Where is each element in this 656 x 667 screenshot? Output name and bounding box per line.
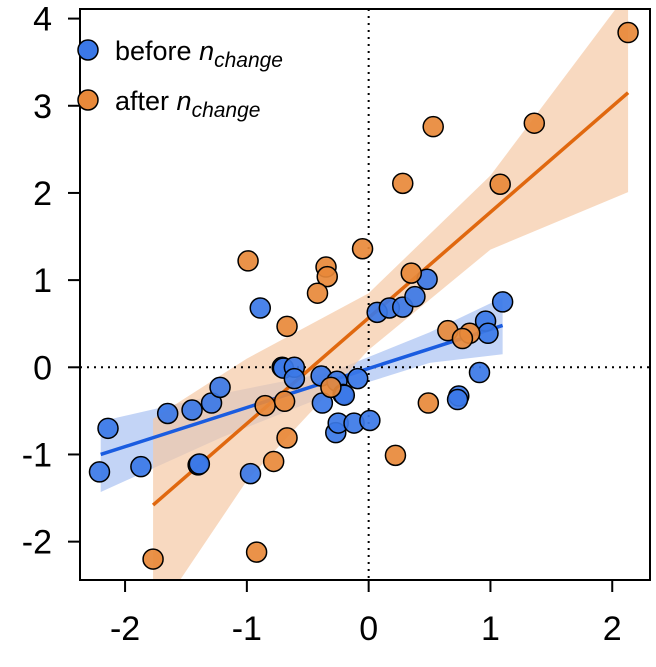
data-point <box>249 297 272 319</box>
data-point <box>254 394 276 417</box>
y-tick-label: 1 <box>33 262 52 300</box>
data-point <box>156 402 179 425</box>
data-point <box>400 262 423 284</box>
data-point <box>320 376 342 399</box>
data-point <box>417 392 440 414</box>
data-point <box>392 172 414 195</box>
y-tick-label: -2 <box>22 524 52 562</box>
confidence-band-1 <box>153 9 629 580</box>
data-point <box>276 315 298 338</box>
data-point <box>477 322 499 345</box>
plot-frame <box>79 8 651 581</box>
y-tick-label: 4 <box>33 1 52 39</box>
y-tick-label: 3 <box>33 88 52 126</box>
x-tick-label: 1 <box>481 610 500 648</box>
data-point <box>384 444 407 467</box>
y-tick-label: -1 <box>22 436 52 474</box>
data-point <box>404 285 426 308</box>
x-tick-label: 0 <box>359 610 378 648</box>
legend-marker-before <box>77 39 99 61</box>
data-point <box>237 250 259 272</box>
data-point <box>523 112 546 134</box>
legend-label-after: after nchange <box>115 86 260 122</box>
y-tick-label: 0 <box>33 349 52 387</box>
data-point <box>446 388 469 411</box>
data-point <box>451 327 474 350</box>
data-point <box>316 265 338 288</box>
data-point <box>88 461 111 483</box>
data-point <box>245 541 268 563</box>
data-point <box>468 361 491 384</box>
legend-label-before: before nchange <box>115 36 283 72</box>
data-point <box>188 453 211 475</box>
data-point <box>97 417 119 440</box>
data-point <box>617 21 639 44</box>
data-point <box>489 173 511 195</box>
data-point <box>422 115 444 138</box>
data-point <box>276 427 298 449</box>
x-tick-label: 2 <box>603 610 622 648</box>
data-point <box>491 291 514 313</box>
data-point <box>306 282 329 304</box>
data-point <box>273 390 296 413</box>
data-point <box>351 237 374 260</box>
data-point <box>209 376 231 399</box>
legend: before nchange after nchange <box>77 36 283 122</box>
data-point <box>181 399 203 421</box>
y-tick-label: 2 <box>33 175 52 213</box>
x-tick-label: -2 <box>110 610 140 648</box>
data-point <box>130 455 152 478</box>
data-point <box>142 548 164 570</box>
data-point <box>239 462 262 485</box>
fit-line-0 <box>100 323 504 457</box>
data-point <box>283 367 306 390</box>
data-point <box>359 409 381 432</box>
data-point <box>262 450 285 473</box>
data-point <box>346 367 369 390</box>
legend-marker-after <box>77 89 99 111</box>
x-tick-label: -1 <box>232 610 262 648</box>
